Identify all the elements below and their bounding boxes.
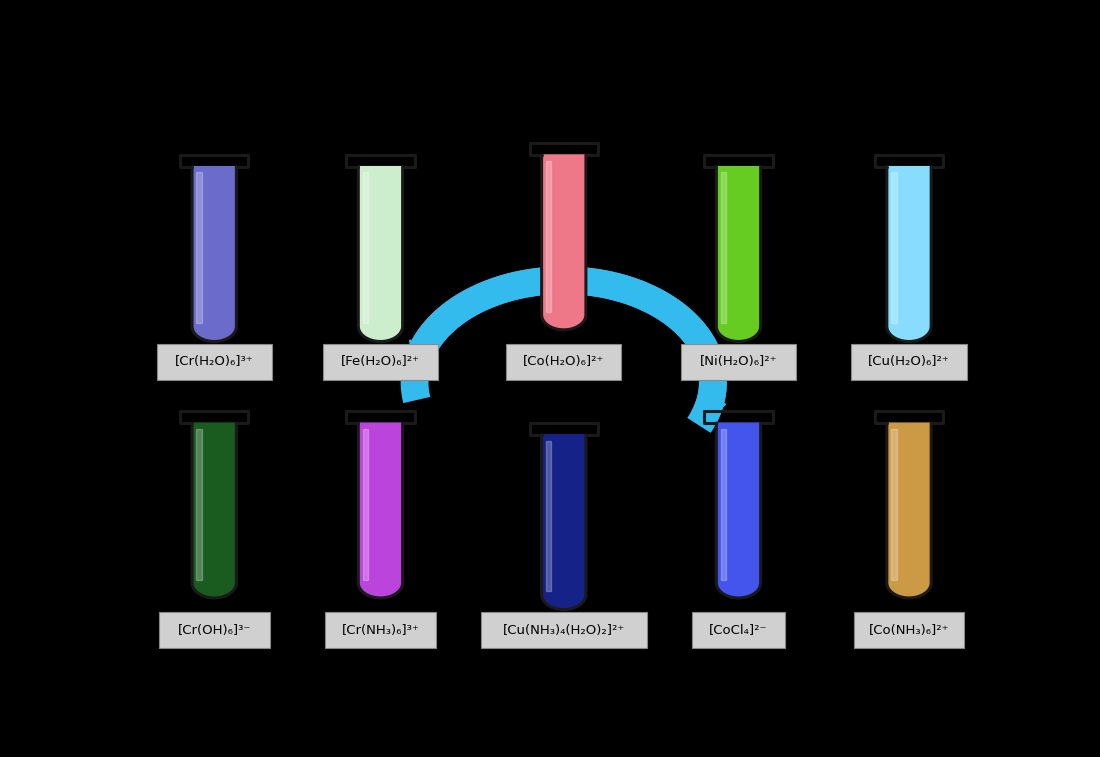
Polygon shape [197,173,201,323]
Polygon shape [716,167,761,341]
Polygon shape [887,423,932,598]
FancyBboxPatch shape [481,612,647,648]
FancyBboxPatch shape [156,344,272,380]
Text: [Cr(NH₃)₆]³⁺: [Cr(NH₃)₆]³⁺ [342,624,419,637]
Polygon shape [716,423,761,598]
FancyBboxPatch shape [681,344,796,380]
Polygon shape [192,167,236,341]
Polygon shape [197,429,201,580]
Text: [Cu(H₂O)₆]²⁺: [Cu(H₂O)₆]²⁺ [868,355,950,369]
Polygon shape [363,429,368,580]
FancyBboxPatch shape [326,612,436,648]
Text: [Cr(H₂O)₆]³⁺: [Cr(H₂O)₆]³⁺ [175,355,253,369]
Polygon shape [359,423,403,598]
Text: [Co(NH₃)₆]²⁺: [Co(NH₃)₆]²⁺ [869,624,949,637]
FancyBboxPatch shape [854,612,965,648]
Polygon shape [192,423,236,598]
Text: [Fe(H₂O)₆]²⁺: [Fe(H₂O)₆]²⁺ [341,355,420,369]
FancyBboxPatch shape [692,612,785,648]
Polygon shape [359,167,403,341]
Polygon shape [546,160,551,312]
Polygon shape [720,173,726,323]
Polygon shape [546,441,551,591]
Text: [Ni(H₂O)₆]²⁺: [Ni(H₂O)₆]²⁺ [700,355,778,369]
Polygon shape [720,429,726,580]
Text: [CoCl₄]²⁻: [CoCl₄]²⁻ [710,624,768,637]
Text: [Cr(OH)₆]³⁻: [Cr(OH)₆]³⁻ [177,624,251,637]
Polygon shape [887,167,932,341]
FancyBboxPatch shape [158,612,270,648]
Polygon shape [891,173,896,323]
Text: [Co(H₂O)₆]²⁺: [Co(H₂O)₆]²⁺ [524,355,604,369]
Polygon shape [541,435,586,609]
Text: [Cu(NH₃)₄(H₂O)₂]²⁺: [Cu(NH₃)₄(H₂O)₂]²⁺ [503,624,625,637]
FancyBboxPatch shape [323,344,438,380]
FancyBboxPatch shape [851,344,967,380]
FancyBboxPatch shape [506,344,621,380]
Polygon shape [363,173,368,323]
Polygon shape [891,429,896,580]
Polygon shape [541,155,586,330]
